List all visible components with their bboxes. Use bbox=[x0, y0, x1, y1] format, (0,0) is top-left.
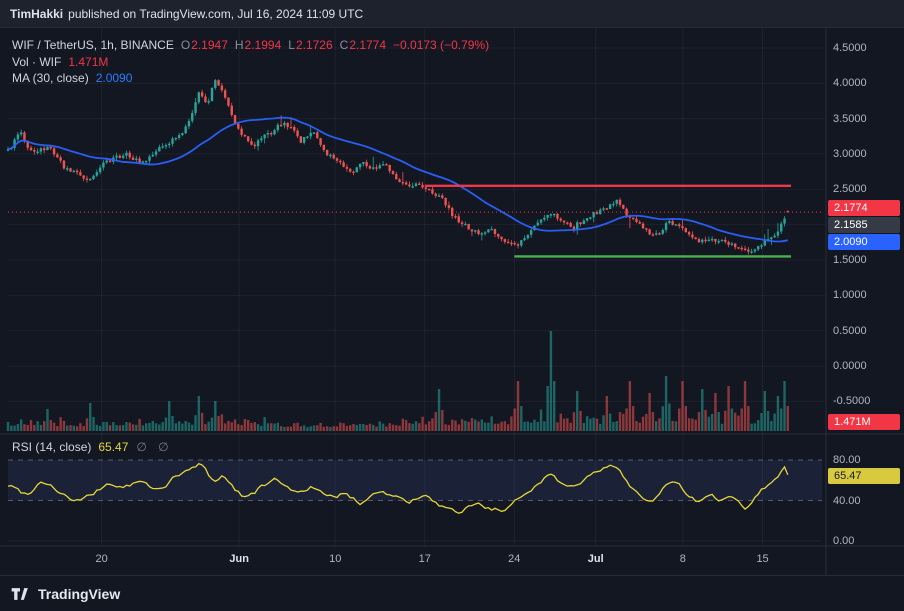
time-axis-label: Jul bbox=[587, 553, 604, 565]
author-name[interactable]: TimHakki bbox=[10, 6, 64, 21]
volume-badge: 1.471M bbox=[828, 414, 900, 430]
rsi-badge: 65.47 bbox=[828, 468, 900, 484]
price-axis-label: 4.0000 bbox=[833, 77, 867, 90]
price-axis-label: 0.0000 bbox=[833, 360, 867, 372]
price-axis-label: 4.5000 bbox=[833, 42, 867, 54]
attribution-text: published on TradingView.com, Jul 16, 20… bbox=[68, 6, 364, 21]
rsi-axis-label: 0.00 bbox=[833, 535, 855, 547]
brand-bar: TradingView bbox=[0, 575, 904, 611]
time-axis-label: 17 bbox=[418, 553, 431, 565]
time-axis-label: 24 bbox=[508, 553, 521, 565]
price-axis-label: 1.5000 bbox=[833, 254, 867, 266]
time-axis-label: 8 bbox=[679, 553, 686, 565]
tradingview-logo-icon[interactable] bbox=[10, 584, 30, 604]
rsi-axis-label: 40.00 bbox=[833, 494, 861, 507]
rsi-axis-label: 80.00 bbox=[833, 454, 861, 466]
price-axis-label: 1.0000 bbox=[833, 289, 867, 302]
price-axis-label: -0.5000 bbox=[833, 395, 871, 408]
time-axis-label: 20 bbox=[95, 553, 108, 565]
attribution-bar: TimHakki published on TradingView.com, J… bbox=[0, 0, 904, 28]
time-axis-label: 10 bbox=[329, 553, 342, 565]
price-axis-label: 3.5000 bbox=[833, 112, 867, 125]
time-axis-label: Jun bbox=[229, 553, 249, 565]
prev-price-badge: 2.1585 bbox=[828, 217, 900, 233]
price-axis-label: 0.5000 bbox=[833, 324, 867, 337]
price-axis-label: 3.0000 bbox=[833, 148, 867, 160]
price-axis-label: 2.5000 bbox=[833, 183, 867, 196]
chart-canvas[interactable] bbox=[0, 28, 904, 575]
last-price-badge: 2.1774 bbox=[828, 200, 900, 216]
ma-price-badge: 2.0090 bbox=[828, 234, 900, 250]
brand-name[interactable]: TradingView bbox=[38, 585, 121, 602]
time-axis-label: 15 bbox=[756, 553, 769, 565]
